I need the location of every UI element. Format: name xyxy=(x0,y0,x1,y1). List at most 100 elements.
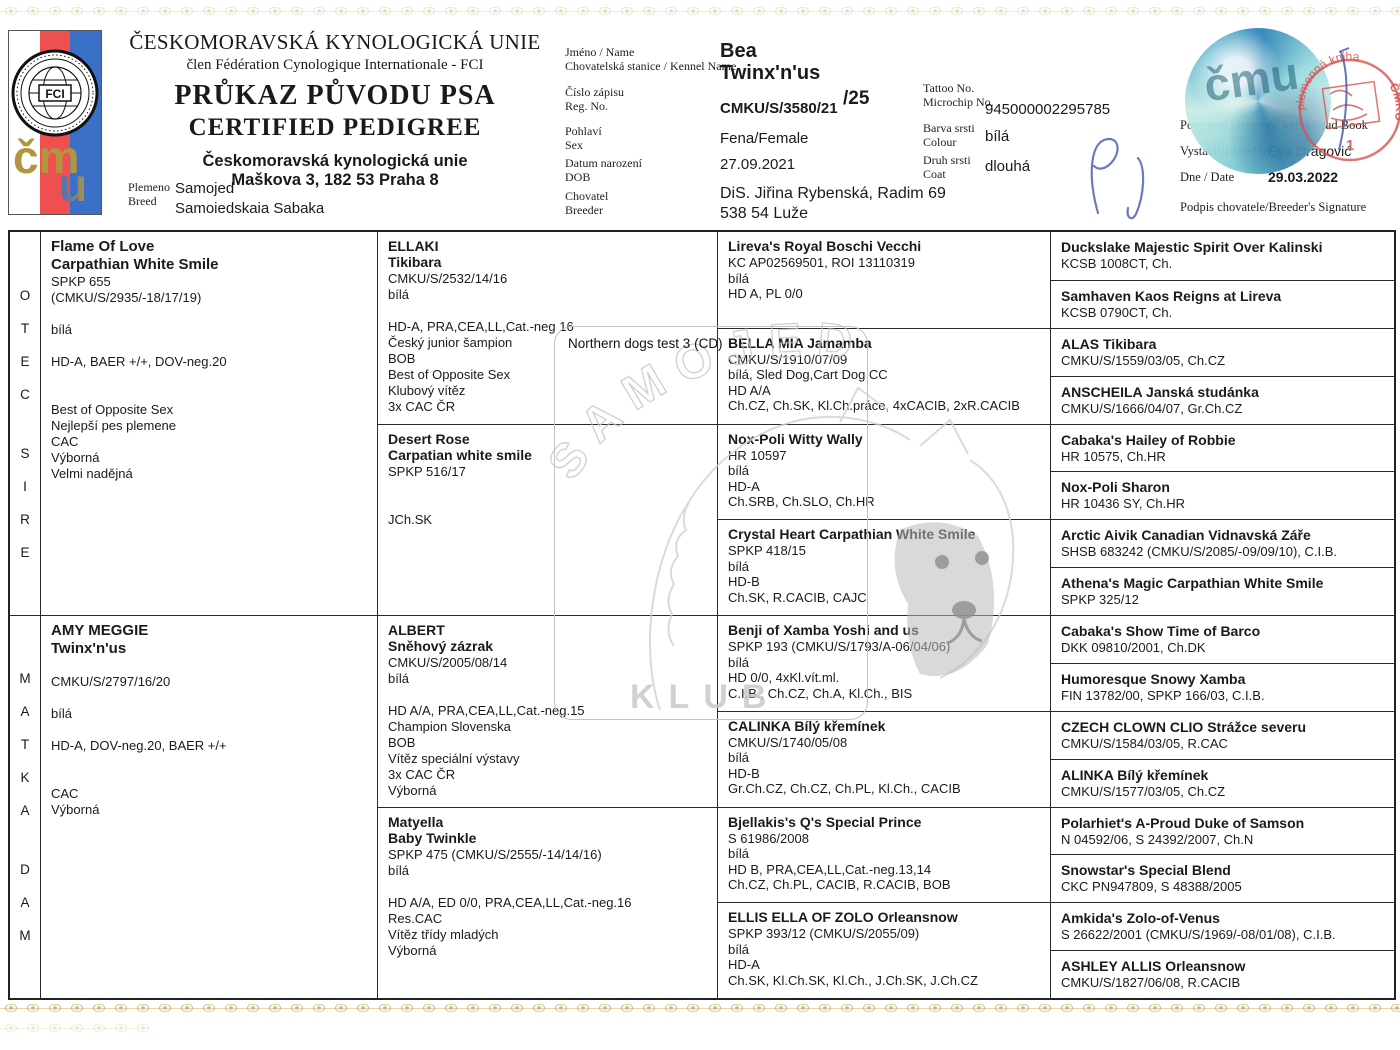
dog-detail-line: HD-A xyxy=(728,478,760,494)
breeder-label: Chovatel Breeder xyxy=(565,189,609,217)
svg-text:čm: čm xyxy=(13,131,79,183)
dog-name: ANSCHEILA Janská studánka xyxy=(1061,383,1259,400)
holographic-stamp xyxy=(1185,28,1331,174)
breeder-value-line2: 538 54 Luže xyxy=(720,205,809,222)
dog-detail-line: Vítěz třídy mladých xyxy=(388,926,499,942)
breed-value-1: Samojed xyxy=(175,180,235,197)
pedigree-cell: Nox-Poli Sharon HR 10436 SY, Ch.HR xyxy=(1050,471,1394,520)
sex-value: Fena/Female xyxy=(720,130,809,147)
dob-label: Datum narození DOB xyxy=(565,156,642,184)
dam-label-en: D A M xyxy=(19,862,31,943)
org-address: Maškova 3, 182 53 Praha 8 xyxy=(231,171,439,189)
dog-name: CALINKA Bílý křemínek xyxy=(728,717,886,734)
colour-label: Barva srsti Colour xyxy=(923,121,975,149)
pedigree-cell: Athena's Magic Carpathian White Smile SPK… xyxy=(1050,567,1394,615)
dog-detail-line: SPKP 193 (CMKU/S/1793/A-06/04/06) xyxy=(728,639,951,654)
pedigree-cell: Polarhiet's A-Proud Duke of Samson N 0459… xyxy=(1050,806,1394,855)
dog-detail-line: SHSB 683242 (CMKU/S/2085/-09/09/10), C.I… xyxy=(1061,544,1338,560)
dog-name: Cabaka's Show Time of Barco xyxy=(1061,623,1261,639)
kennel-name-value: Twinx'n'us xyxy=(720,62,821,84)
breed-label: Plemeno Breed xyxy=(128,180,170,208)
dog-detail-line xyxy=(51,722,367,738)
dog-detail-line xyxy=(51,338,367,354)
pedigree-cell: ELLAKI Tikibara CMKU/S/2532/14/16 bílá HD-A… xyxy=(377,232,717,424)
pedigree-cell: ALINKA Bílý křemínek CMKU/S/1577/03/05, C… xyxy=(1050,758,1394,807)
sire-generation-strip: O T E C S I R E xyxy=(10,232,40,615)
fci-emblem-icon: FCI čm u xyxy=(11,49,99,210)
dog-name: ALAS Tikibara xyxy=(1061,335,1157,352)
tattoo-microchip-label: Tattoo No. Microchip No. xyxy=(923,81,994,109)
dog-detail-line: CMKU/S/2797/16/20 xyxy=(51,674,171,689)
dam-label-cz: M A T K A xyxy=(19,671,31,818)
dog-name: Flame Of Love Carpathian White Smile xyxy=(51,238,219,273)
dog-name: Desert Rose Carpatian white smile xyxy=(388,430,532,463)
dog-name: Athena's Magic Carpathian White Smile xyxy=(1061,575,1324,592)
dog-detail-line: HD 0/0, 4xKl.vít.ml. xyxy=(728,670,840,685)
dog-name: Humoresque Snowy Xamba xyxy=(1061,670,1246,687)
red-stud-book-stamp: plemenná kniha ČMKU 1 xyxy=(1293,47,1400,162)
dog-detail-line: Champion Slovenska xyxy=(388,719,511,734)
dog-detail-line: Ch.CZ, Ch.SK, Kl.Ch.práce, 4xCACIB, 2xR.… xyxy=(728,398,1020,414)
dog-detail-line xyxy=(388,303,707,319)
dog-detail-line: HR 10597 xyxy=(728,447,787,463)
dog-name: ASHLEY ALLIS Orleansnow xyxy=(1061,958,1246,975)
dog-name: ALINKA Bílý křemínek xyxy=(1061,766,1209,783)
dog-name: Benji of Xamba Yoshi and us xyxy=(728,622,919,638)
dog-detail-line: Best of Opposite Sex xyxy=(388,367,511,382)
dog-detail-line: N 04592/06, S 24392/2007, Ch.N xyxy=(1061,831,1254,847)
dog-detail-line: Nejlepší pes plemene xyxy=(51,418,177,433)
dog-name: AMY MEGGIE Twinx'n'us xyxy=(51,622,149,657)
dog-detail-line: SPKP 475 (CMKU/S/2555/-14/14/16) xyxy=(388,846,602,862)
dog-detail-line: KC AP02569501, ROI 13110319 xyxy=(728,255,915,270)
pedigree-cell: Lireva's Royal Boschi Vecchi KC AP0256950… xyxy=(717,232,1050,328)
dog-name: BELLA MIA Jamamba xyxy=(728,334,872,351)
dob-value: 27.09.2021 xyxy=(720,156,796,173)
microchip-value: 945000002295785 xyxy=(985,101,1111,118)
pedigree-cell: Bjellakis's Q's Special Prince S 61986/20… xyxy=(717,806,1050,903)
dog-detail-line: HD-A xyxy=(728,957,760,973)
dog-detail-line xyxy=(51,306,367,322)
dog-detail-line: SPKP 516/17 xyxy=(388,463,466,479)
dog-detail-line xyxy=(51,690,367,706)
dog-detail-line: JCh.SK xyxy=(388,511,433,527)
pedigree-cell: ALAS Tikibara CMKU/S/1559/03/05, Ch.CZ xyxy=(1050,327,1394,376)
dog-detail-line: Výborná xyxy=(51,450,100,465)
dog-detail-line: KCSB 0790CT, Ch. xyxy=(1061,304,1173,320)
breeder-signature-label: Podpis chovatele/Breeder's Signature xyxy=(1180,200,1367,214)
dog-name: Arctic Aivik Canadian Vidnavská Záře xyxy=(1061,527,1311,544)
svg-text:ČMKU: ČMKU xyxy=(1387,80,1400,122)
dog-name-value: Bea xyxy=(720,40,757,62)
breed-value-2: Samoiedskaia Sabaka xyxy=(175,200,325,217)
dog-detail-line: CAC xyxy=(51,786,79,801)
dog-detail-line: Velmi nadějná xyxy=(51,466,133,481)
pedigree-cell: Duckslake Majestic Spirit Over Kalinski K… xyxy=(1050,232,1394,280)
breeder-signature xyxy=(1090,137,1145,220)
dog-detail-line: HD A/A xyxy=(728,382,771,398)
dog-detail-line xyxy=(51,386,367,402)
dog-name: CZECH CLOWN CLIO Strážce severu xyxy=(1061,718,1307,735)
dog-name: Cabaka's Hailey of Robbie xyxy=(1061,431,1236,448)
dog-detail-line: FIN 13782/00, SPKP 166/03, C.I.B. xyxy=(1061,687,1265,703)
svg-text:FCI: FCI xyxy=(45,87,64,101)
dog-name: Bjellakis's Q's Special Prince xyxy=(728,813,922,830)
title-english: CERTIFIED PEDIGREE xyxy=(188,114,482,141)
dog-detail-line: CMKU/S/1827/06/08, R.CACIB xyxy=(1061,975,1241,991)
bottom-ornament-fragment xyxy=(0,1021,150,1036)
dog-detail-line: Gr.Ch.CZ, Ch.CZ, Ch.PL, Kl.Ch., CACIB xyxy=(728,781,961,797)
top-ornament-border xyxy=(0,4,1400,19)
pedigree-cell-sire: Flame Of Love Carpathian White Smile SPKP … xyxy=(40,232,377,615)
breed-values: Samojed Samoiedskaia Sabaka xyxy=(175,179,324,219)
union-member-line: člen Fédération Cynologique Internationa… xyxy=(186,57,484,73)
dog-detail-line: Výborná xyxy=(51,802,100,817)
dog-name: Snowstar's Special Blend xyxy=(1061,862,1231,879)
date-value: 29.03.2022 xyxy=(1268,169,1339,185)
sire-label-cz: O T E C xyxy=(19,287,31,402)
dog-detail-line: HD-A, DOV-neg.20, BAER +/+ xyxy=(51,738,227,753)
dog-detail-line: CAC xyxy=(51,434,79,449)
svg-text:u: u xyxy=(59,159,87,210)
dog-detail-line: HD A/A, PRA,CEA,LL,Cat.-neg.15 xyxy=(388,703,585,718)
pedigree-cell: Samhaven Kaos Reigns at Lireva KCSB 0790C… xyxy=(1050,279,1394,328)
dog-detail-line: KCSB 1008CT, Ch. xyxy=(1061,256,1173,271)
dog-detail-line: CMKU/S/2005/08/14 xyxy=(388,655,508,670)
